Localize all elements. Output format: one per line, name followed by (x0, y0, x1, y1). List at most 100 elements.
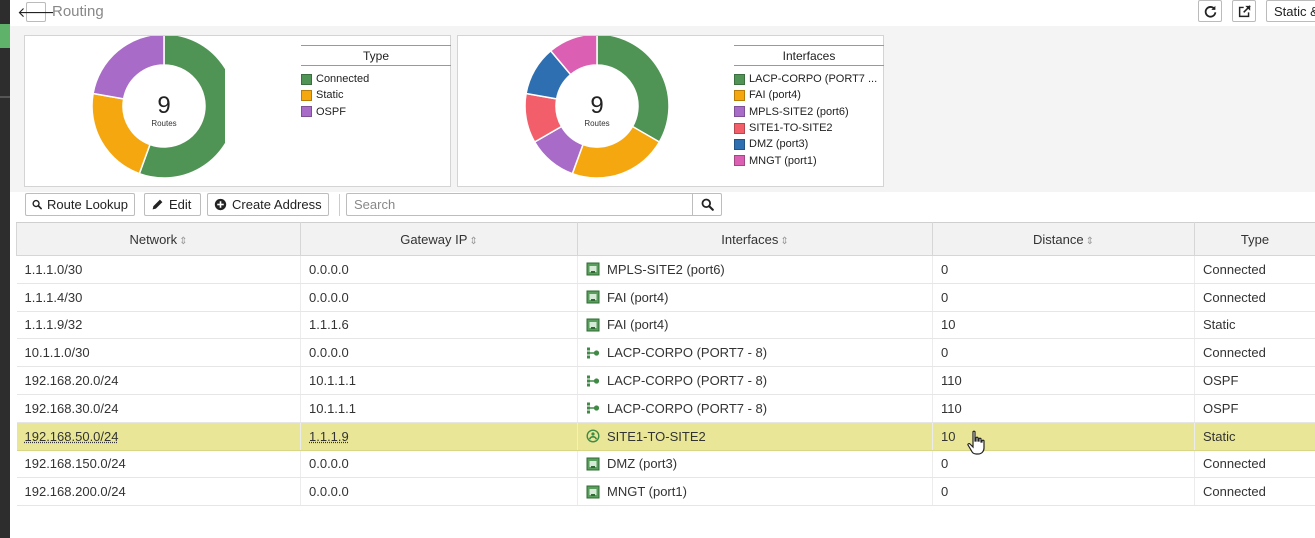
legend-label: MPLS-SITE2 (port6) (749, 105, 849, 118)
table-row[interactable]: 192.168.30.0/24 10.1.1.1 LACP-CORPO (PORT7… (16, 394, 1315, 423)
interface-name: LACP-CORPO (PORT7 - 8) (607, 373, 768, 389)
interfaces-legend-item[interactable]: DMZ (port3) (734, 136, 884, 152)
cell-interface: LACP-CORPO (PORT7 - 8) (577, 338, 933, 368)
interfaces-chart-panel[interactable]: 9 Routes Interfaces LACP-CORPO (PORT7 ...… (457, 35, 884, 187)
cell-type: Connected (1194, 450, 1315, 479)
cell-type: Connected (1194, 477, 1315, 507)
table-row[interactable]: 1.1.1.0/30 0.0.0.0 MPLS-SITE2 (port6) 0 Conn… (16, 255, 1315, 284)
left-nav-active-indicator (0, 24, 10, 48)
left-nav-strip (0, 0, 10, 538)
cell-distance: 0 (932, 255, 1195, 284)
table-row[interactable]: 192.168.50.0/24 1.1.1.9 SITE1-TO-SITE2 10 St… (16, 422, 1315, 451)
port-icon (586, 457, 600, 471)
cell-type: Connected (1194, 283, 1315, 312)
type-chart-panel[interactable]: 9 Routes Type Connected Static OSPF (24, 35, 451, 187)
column-header-label: Distance (1033, 231, 1084, 247)
sort-icon: ⇕ (469, 235, 478, 247)
route-lookup-button[interactable]: Route Lookup (25, 193, 135, 216)
cell-network: 192.168.150.0/24 (16, 450, 301, 479)
column-header-gateway-ip[interactable]: Gateway IP ⇕ (300, 222, 578, 256)
table-row[interactable]: 10.1.1.0/30 0.0.0.0 LACP-CORPO (PORT7 - 8)… (16, 338, 1315, 368)
port-icon (586, 485, 600, 499)
route-lookup-label: Route Lookup (47, 197, 128, 212)
tunnel-icon (586, 429, 600, 443)
cell-interface: LACP-CORPO (PORT7 - 8) (577, 394, 933, 423)
interfaces-chart-slice-lacp-corpo-port7[interactable] (596, 36, 670, 144)
cell-distance: 0 (932, 283, 1195, 312)
type-legend-item[interactable]: Connected (301, 71, 451, 87)
column-header-label: Gateway IP (400, 231, 468, 247)
interface-name: MPLS-SITE2 (port6) (607, 261, 725, 277)
refresh-button[interactable] (1198, 0, 1222, 22)
legend-label: DMZ (port3) (749, 138, 809, 151)
port-icon (586, 262, 600, 276)
cell-network: 1.1.1.0/30 (16, 255, 301, 284)
open-external-button[interactable] (1232, 0, 1256, 22)
type-chart-slice-static[interactable] (91, 92, 151, 175)
port-icon (586, 290, 600, 304)
table-header-row: Network ⇕ Gateway IP ⇕ Interfaces ⇕ Distanc… (16, 222, 1315, 256)
cell-distance: 10 (932, 311, 1195, 340)
cell-interface: FAI (port4) (577, 311, 933, 340)
interfaces-legend-item[interactable]: MPLS-SITE2 (port6) (734, 104, 884, 120)
cell-type: OSPF (1194, 366, 1315, 395)
type-legend-item[interactable]: Static (301, 87, 451, 103)
legend-label: FAI (port4) (749, 89, 801, 102)
toolbar-divider (339, 194, 340, 216)
table-row[interactable]: 1.1.1.4/30 0.0.0.0 FAI (port4) 0 Connected (16, 283, 1315, 312)
type-legend-item[interactable]: OSPF (301, 104, 451, 120)
port-icon (586, 318, 600, 332)
page-title: Routing (52, 3, 104, 20)
summary-charts: 9 Routes Type Connected Static OSPF 9 Routes… (10, 26, 1315, 192)
table-row[interactable]: 192.168.150.0/24 0.0.0.0 DMZ (port3) 0 Conne… (16, 450, 1315, 479)
column-header-distance[interactable]: Distance ⇕ (932, 222, 1195, 256)
interfaces-legend-item[interactable]: FAI (port4) (734, 87, 884, 103)
cell-distance: 110 (932, 366, 1195, 395)
create-address-label: Create Address (232, 197, 322, 212)
interfaces-legend-item[interactable]: MNGT (port1) (734, 152, 884, 168)
search-icon (32, 199, 42, 210)
type-chart-slice-ospf[interactable] (92, 36, 165, 100)
static-routes-button[interactable]: Static & (1266, 0, 1315, 22)
table-row[interactable]: 192.168.200.0/24 0.0.0.0 MNGT (port1) 0 Conn… (16, 477, 1315, 507)
table-row[interactable]: 192.168.20.0/24 10.1.1.1 LACP-CORPO (PORT7… (16, 366, 1315, 395)
cell-gateway-ip: 10.1.1.1 (300, 366, 578, 395)
cell-interface: DMZ (port3) (577, 450, 933, 479)
cell-gateway-ip: 1.1.1.6 (300, 311, 578, 340)
search-input[interactable] (346, 193, 693, 216)
interface-name: SITE1-TO-SITE2 (607, 428, 706, 444)
interface-name: MNGT (port1) (607, 484, 687, 500)
column-header-network[interactable]: Network ⇕ (16, 222, 301, 256)
edit-button[interactable]: Edit (144, 193, 201, 216)
interfaces-legend-item[interactable]: SITE1-TO-SITE2 (734, 120, 884, 136)
legend-label: Connected (316, 73, 370, 86)
interfaces-chart-slice-fai-port4[interactable] (571, 125, 661, 179)
cell-gateway-ip: 0.0.0.0 (300, 450, 578, 479)
column-header-interfaces[interactable]: Interfaces ⇕ (577, 222, 933, 256)
type-legend: Type Connected Static OSPF (301, 45, 451, 120)
aggregate-icon (586, 374, 600, 388)
search-button[interactable] (692, 193, 722, 216)
legend-swatch (734, 155, 745, 167)
cell-network: 192.168.20.0/24 (16, 366, 301, 395)
column-header-label: Network (129, 231, 178, 247)
back-button[interactable]: 🡐 (17, 2, 55, 22)
legend-swatch (301, 89, 312, 101)
sort-icon: ⇕ (780, 235, 789, 247)
type-chart-slice-connected[interactable] (138, 36, 225, 179)
interfaces-legend-item[interactable]: LACP-CORPO (PORT7 ... (734, 71, 884, 87)
cell-distance: 0 (932, 477, 1195, 507)
cell-gateway-ip: 1.1.1.9 (300, 422, 578, 451)
create-address-button[interactable]: Create Address (207, 193, 329, 216)
legend-label: Static (316, 89, 344, 102)
column-header-type[interactable]: Type (1194, 222, 1315, 256)
routing-table: Network ⇕ Gateway IP ⇕ Interfaces ⇕ Distanc… (16, 222, 1315, 538)
interfaces-chart-center-value: 9 (590, 92, 603, 119)
cell-interface: MNGT (port1) (577, 477, 933, 507)
interfaces-chart-center-label: Routes (584, 119, 609, 128)
interfaces-chart-slice-mngt-port1[interactable] (549, 36, 598, 76)
table-row[interactable]: 1.1.1.9/32 1.1.1.6 FAI (port4) 10 Static (16, 311, 1315, 340)
plus-circle-icon (214, 198, 227, 211)
